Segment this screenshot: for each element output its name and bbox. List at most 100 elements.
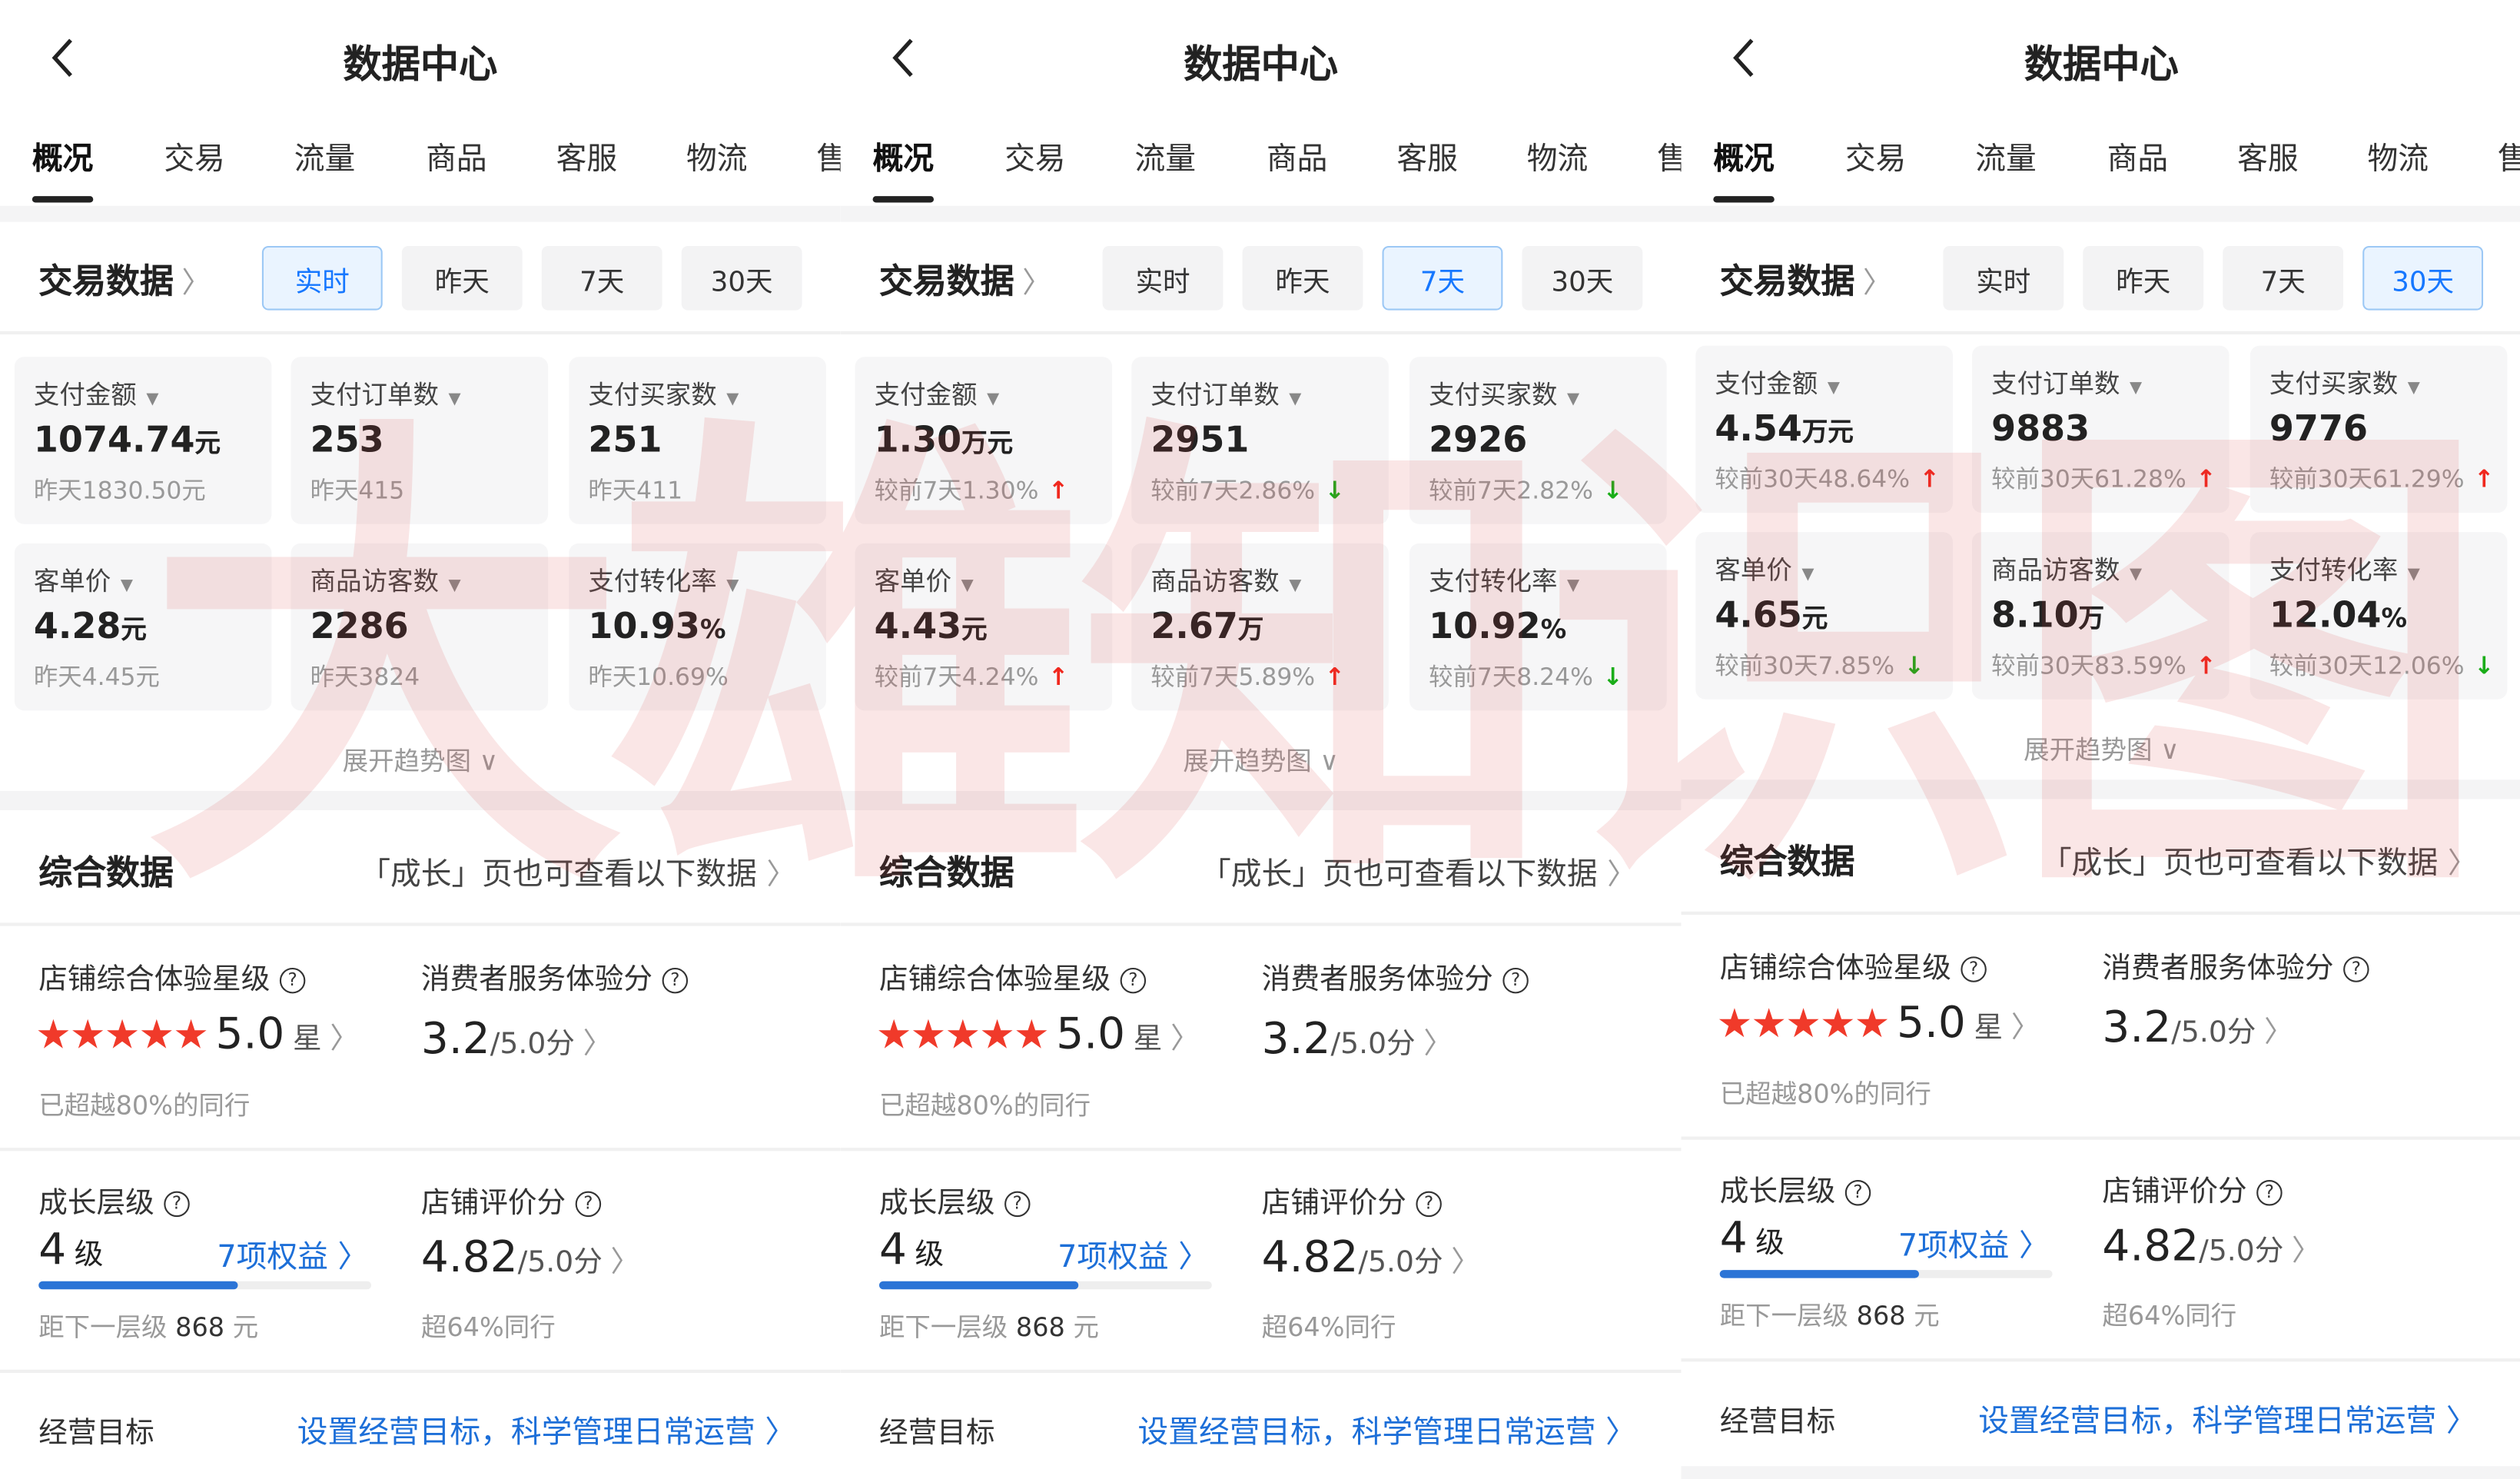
tab-0[interactable]: 概况 bbox=[872, 135, 935, 203]
period-button-2[interactable]: 7天 bbox=[2223, 245, 2344, 311]
metric-card[interactable]: 支付买家数 ▼ 9776 较前30天61.29% ↑ bbox=[2249, 345, 2508, 513]
period-button-1[interactable]: 昨天 bbox=[2083, 245, 2204, 311]
dropdown-triangle-icon[interactable]: ▼ bbox=[1289, 391, 1302, 409]
metric-card[interactable]: 支付转化率 ▼ 10.92% 较前7天8.24% ↓ bbox=[1409, 543, 1667, 711]
metric-card[interactable]: 客单价 ▼ 4.43元 较前7天4.24% ↑ bbox=[855, 543, 1113, 711]
back-arrow-icon[interactable] bbox=[888, 35, 918, 81]
expand-trend-button[interactable]: 展开趋势图 ∨ bbox=[841, 740, 1682, 778]
tab-3[interactable]: 商品 bbox=[2107, 141, 2169, 178]
review-score-value[interactable]: 4.82/5.0分 〉 bbox=[1262, 1233, 1480, 1283]
dropdown-triangle-icon[interactable]: ▼ bbox=[2407, 566, 2420, 584]
dropdown-triangle-icon[interactable]: ▼ bbox=[961, 577, 974, 595]
period-button-0[interactable]: 实时 bbox=[1102, 245, 1223, 311]
dropdown-triangle-icon[interactable]: ▼ bbox=[2130, 566, 2143, 584]
help-icon[interactable]: ? bbox=[662, 967, 689, 994]
expand-trend-button[interactable]: 展开趋势图 ∨ bbox=[1681, 728, 2520, 766]
tab-1[interactable]: 交易 bbox=[164, 141, 225, 178]
dropdown-triangle-icon[interactable]: ▼ bbox=[726, 577, 739, 595]
tab-6[interactable]: 售 bbox=[1657, 135, 1681, 178]
dropdown-triangle-icon[interactable]: ▼ bbox=[448, 577, 461, 595]
period-button-2[interactable]: 7天 bbox=[1382, 245, 1503, 311]
help-icon[interactable]: ? bbox=[575, 1191, 602, 1218]
period-button-2[interactable]: 7天 bbox=[541, 245, 662, 311]
metric-card[interactable]: 支付转化率 ▼ 10.93% 昨天10.69% bbox=[569, 543, 826, 711]
metric-card[interactable]: 支付订单数 ▼ 253 昨天415 bbox=[291, 357, 549, 524]
help-icon[interactable]: ? bbox=[1120, 967, 1147, 994]
tab-2[interactable]: 流量 bbox=[1975, 141, 2037, 178]
benefits-link[interactable]: 7项权益 〉 bbox=[1898, 1221, 2050, 1265]
dropdown-triangle-icon[interactable]: ▼ bbox=[726, 391, 739, 409]
dropdown-triangle-icon[interactable]: ▼ bbox=[1801, 566, 1814, 584]
metric-card[interactable]: 客单价 ▼ 4.28元 昨天4.45元 bbox=[14, 543, 272, 711]
period-button-1[interactable]: 昨天 bbox=[1242, 245, 1363, 311]
metric-card[interactable]: 支付买家数 ▼ 2926 较前7天2.82% ↓ bbox=[1409, 357, 1667, 524]
metric-card[interactable]: 商品访客数 ▼ 8.10万 较前30天83.59% ↑ bbox=[1972, 532, 2229, 700]
growth-page-link[interactable]: 「成长」页也可查看以下数据 〉 bbox=[1200, 850, 1636, 893]
metric-card[interactable]: 支付金额 ▼ 1074.74元 昨天1830.50元 bbox=[14, 357, 272, 524]
metric-card[interactable]: 支付金额 ▼ 1.30万元 较前7天1.30% ↑ bbox=[855, 357, 1113, 524]
period-button-3[interactable]: 30天 bbox=[1522, 245, 1643, 311]
tab-2[interactable]: 流量 bbox=[1134, 141, 1196, 178]
help-icon[interactable]: ? bbox=[2343, 956, 2369, 982]
dropdown-triangle-icon[interactable]: ▼ bbox=[146, 391, 159, 409]
dropdown-triangle-icon[interactable]: ▼ bbox=[448, 391, 461, 409]
dropdown-triangle-icon[interactable]: ▼ bbox=[2407, 379, 2420, 397]
tab-4[interactable]: 客服 bbox=[1396, 141, 1458, 178]
help-icon[interactable]: ? bbox=[1502, 967, 1529, 994]
tab-5[interactable]: 物流 bbox=[1526, 141, 1589, 178]
set-goal-link[interactable]: 设置经营目标，科学管理日常运营 〉 bbox=[1137, 1408, 1635, 1451]
tab-6[interactable]: 售 bbox=[2498, 135, 2520, 178]
tab-6[interactable]: 售 bbox=[816, 135, 840, 178]
benefits-link[interactable]: 7项权益 〉 bbox=[217, 1233, 368, 1276]
service-score-value[interactable]: 3.2/5.0分 〉 bbox=[421, 1015, 612, 1065]
help-icon[interactable]: ? bbox=[279, 967, 306, 994]
metric-card[interactable]: 支付金额 ▼ 4.54万元 较前30天48.64% ↑ bbox=[1695, 345, 1953, 513]
star-level-value[interactable]: ★★★★★ 5.0 星 〉 bbox=[876, 1009, 1200, 1059]
tab-0[interactable]: 概况 bbox=[32, 135, 94, 203]
dropdown-triangle-icon[interactable]: ▼ bbox=[1567, 391, 1580, 409]
dropdown-triangle-icon[interactable]: ▼ bbox=[1567, 577, 1580, 595]
metric-card[interactable]: 商品访客数 ▼ 2286 昨天3824 bbox=[291, 543, 549, 711]
benefits-link[interactable]: 7项权益 〉 bbox=[1057, 1233, 1209, 1276]
tab-1[interactable]: 交易 bbox=[1004, 141, 1066, 178]
help-icon[interactable]: ? bbox=[164, 1191, 190, 1218]
expand-trend-button[interactable]: 展开趋势图 ∨ bbox=[0, 740, 841, 778]
tab-5[interactable]: 物流 bbox=[2367, 141, 2429, 178]
period-button-1[interactable]: 昨天 bbox=[401, 245, 523, 311]
service-score-value[interactable]: 3.2/5.0分 〉 bbox=[1262, 1015, 1453, 1065]
tab-2[interactable]: 流量 bbox=[294, 141, 356, 178]
set-goal-link[interactable]: 设置经营目标，科学管理日常运营 〉 bbox=[1978, 1397, 2476, 1440]
help-icon[interactable]: ? bbox=[2256, 1180, 2283, 1206]
metric-card[interactable]: 支付订单数 ▼ 9883 较前30天61.28% ↑ bbox=[1972, 345, 2229, 513]
dropdown-triangle-icon[interactable]: ▼ bbox=[1827, 379, 1840, 397]
period-button-0[interactable]: 实时 bbox=[261, 245, 383, 311]
trade-data-link[interactable]: 交易数据 〉 bbox=[879, 256, 1051, 304]
tab-3[interactable]: 商品 bbox=[1266, 141, 1328, 178]
growth-page-link[interactable]: 「成长」页也可查看以下数据 〉 bbox=[2041, 839, 2477, 882]
tab-1[interactable]: 交易 bbox=[1844, 141, 1907, 178]
review-score-value[interactable]: 4.82/5.0分 〉 bbox=[421, 1233, 639, 1283]
period-button-3[interactable]: 30天 bbox=[681, 245, 802, 311]
tab-3[interactable]: 商品 bbox=[426, 141, 487, 178]
help-icon[interactable]: ? bbox=[1961, 956, 1987, 982]
service-score-value[interactable]: 3.2/5.0分 〉 bbox=[2102, 1003, 2293, 1053]
period-button-0[interactable]: 实时 bbox=[1943, 245, 2064, 311]
tab-4[interactable]: 客服 bbox=[556, 141, 618, 178]
star-level-value[interactable]: ★★★★★ 5.0 星 〉 bbox=[35, 1009, 359, 1059]
metric-card[interactable]: 支付买家数 ▼ 251 昨天411 bbox=[569, 357, 826, 524]
dropdown-triangle-icon[interactable]: ▼ bbox=[987, 391, 1000, 409]
metric-card[interactable]: 商品访客数 ▼ 2.67万 较前7天5.89% ↑ bbox=[1131, 543, 1389, 711]
dropdown-triangle-icon[interactable]: ▼ bbox=[120, 577, 133, 595]
metric-card[interactable]: 支付订单数 ▼ 2951 较前7天2.86% ↓ bbox=[1131, 357, 1389, 524]
metric-card[interactable]: 支付转化率 ▼ 12.04% 较前30天12.06% ↓ bbox=[2249, 532, 2508, 700]
tab-4[interactable]: 客服 bbox=[2237, 141, 2299, 178]
trade-data-link[interactable]: 交易数据 〉 bbox=[38, 256, 211, 304]
growth-page-link[interactable]: 「成长」页也可查看以下数据 〉 bbox=[360, 850, 795, 893]
metric-card[interactable]: 客单价 ▼ 4.65元 较前30天7.85% ↓ bbox=[1695, 532, 1953, 700]
dropdown-triangle-icon[interactable]: ▼ bbox=[1289, 577, 1302, 595]
review-score-value[interactable]: 4.82/5.0分 〉 bbox=[2102, 1221, 2320, 1271]
back-arrow-icon[interactable] bbox=[1729, 35, 1758, 81]
help-icon[interactable]: ? bbox=[1004, 1191, 1031, 1218]
help-icon[interactable]: ? bbox=[1416, 1191, 1442, 1218]
trade-data-link[interactable]: 交易数据 〉 bbox=[1720, 256, 1892, 304]
